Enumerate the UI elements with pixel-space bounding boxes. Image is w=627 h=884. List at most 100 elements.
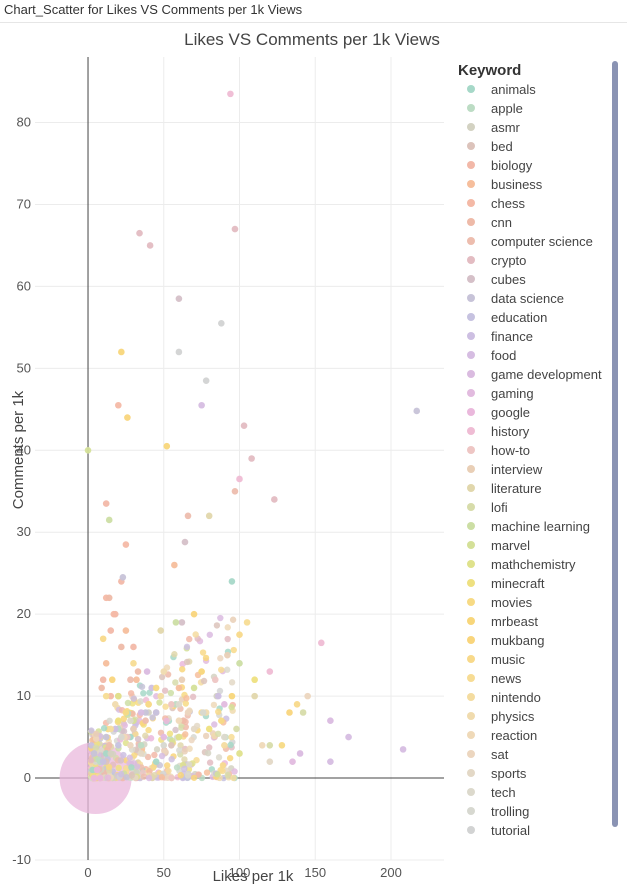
legend-item[interactable]: cubes: [467, 272, 526, 287]
legend-item[interactable]: business: [467, 177, 543, 192]
scatter-point: [122, 709, 130, 716]
legend-item[interactable]: marvel: [467, 538, 530, 553]
scatter-point: [177, 772, 184, 779]
legend-item[interactable]: news: [467, 671, 522, 686]
scatter-point: [230, 774, 237, 782]
x-tick-label: 0: [84, 865, 91, 880]
legend-item[interactable]: bed: [467, 139, 513, 154]
scatter-point: [161, 687, 169, 694]
scatter-point: [98, 747, 105, 754]
scatter-point: [224, 635, 231, 643]
scatter-point: [172, 619, 180, 626]
legend-item[interactable]: animals: [467, 82, 536, 97]
legend-item[interactable]: food: [467, 348, 516, 363]
legend-label: asmr: [491, 120, 521, 135]
legend-item[interactable]: mrbeast: [467, 614, 538, 629]
scatter-point: [140, 690, 147, 697]
legend-item[interactable]: cnn: [467, 215, 512, 230]
legend-item[interactable]: mukbang: [467, 633, 544, 648]
scatter-point: [115, 741, 122, 749]
scatter-point: [168, 774, 175, 782]
legend-label: mrbeast: [491, 614, 538, 629]
legend-item[interactable]: education: [467, 310, 547, 325]
y-tick-label: 0: [24, 770, 31, 785]
scatter-point: [124, 414, 131, 421]
scatter-point: [157, 692, 165, 700]
scatter-point: [99, 676, 107, 684]
legend-item[interactable]: asmr: [467, 120, 521, 135]
legend-marker: [467, 218, 475, 226]
scatter-point: [231, 225, 239, 233]
legend-marker: [467, 579, 475, 587]
scatter-point: [118, 348, 125, 356]
scatter-point: [218, 320, 225, 327]
legend-item[interactable]: minecraft: [467, 576, 545, 591]
legend-item[interactable]: tech: [467, 785, 516, 800]
legend-item[interactable]: chess: [467, 196, 525, 211]
scatter-point: [177, 742, 184, 749]
legend-marker: [467, 731, 475, 739]
legend-item[interactable]: game development: [467, 367, 602, 382]
legend-marker: [467, 807, 475, 815]
scatter-point: [211, 676, 219, 684]
scatter-point: [102, 660, 110, 667]
scatter-point: [202, 654, 210, 662]
legend-label: biology: [491, 158, 533, 173]
legend-label: tech: [491, 785, 516, 800]
legend-item[interactable]: machine learning: [467, 519, 590, 534]
scatter-point: [168, 741, 175, 749]
scatter-point: [206, 631, 214, 638]
legend-item[interactable]: google: [467, 405, 530, 420]
scatter-point: [286, 709, 293, 716]
y-tick-label: 20: [17, 606, 31, 621]
legend-label: sat: [491, 747, 509, 762]
legend-item[interactable]: sports: [467, 766, 527, 781]
legend-marker: [467, 408, 475, 416]
scatter-point: [327, 717, 334, 725]
legend-item[interactable]: data science: [467, 291, 564, 306]
legend-item[interactable]: how-to: [467, 443, 530, 458]
legend-item[interactable]: finance: [467, 329, 533, 344]
scatter-point: [153, 746, 161, 753]
legend-item[interactable]: sat: [467, 747, 509, 762]
legend-item[interactable]: reaction: [467, 728, 537, 743]
scatter-point: [204, 749, 212, 757]
legend-marker: [467, 503, 475, 511]
legend-item[interactable]: interview: [467, 462, 543, 477]
scatter-point: [100, 725, 108, 732]
scatter-point: [176, 747, 183, 754]
legend-item[interactable]: trolling: [467, 804, 529, 819]
scatter-point: [216, 687, 224, 695]
legend-marker: [467, 750, 475, 758]
legend-item[interactable]: tutorial: [467, 823, 530, 838]
scatter-point: [146, 242, 154, 249]
scatter-point: [229, 616, 237, 623]
legend-item[interactable]: lofi: [467, 500, 508, 515]
legend-item[interactable]: mathchemistry: [467, 557, 576, 572]
legend-item[interactable]: computer science: [467, 234, 593, 249]
legend-item[interactable]: movies: [467, 595, 533, 610]
legend-item[interactable]: nintendo: [467, 690, 541, 705]
legend-item[interactable]: apple: [467, 101, 523, 116]
legend-marker: [467, 693, 475, 701]
scatter-point: [102, 733, 110, 741]
legend-scrollbar[interactable]: [612, 61, 618, 827]
legend-marker: [467, 351, 475, 359]
legend-item[interactable]: history: [467, 424, 530, 439]
scatter-point: [266, 758, 274, 765]
legend-item[interactable]: biology: [467, 158, 533, 173]
legend-item[interactable]: physics: [467, 709, 535, 724]
scatter-point: [183, 694, 190, 702]
scatter-point: [136, 229, 143, 237]
legend-item[interactable]: literature: [467, 481, 542, 496]
scatter-point: [137, 709, 145, 716]
legend-marker: [467, 427, 475, 435]
legend-label: music: [491, 652, 525, 667]
legend-item[interactable]: music: [467, 652, 525, 667]
legend-item[interactable]: gaming: [467, 386, 534, 401]
legend-marker: [467, 389, 475, 397]
scatter-point: [198, 401, 205, 409]
scatter-point: [230, 646, 237, 654]
scatter-point: [160, 668, 168, 675]
legend-item[interactable]: crypto: [467, 253, 526, 268]
